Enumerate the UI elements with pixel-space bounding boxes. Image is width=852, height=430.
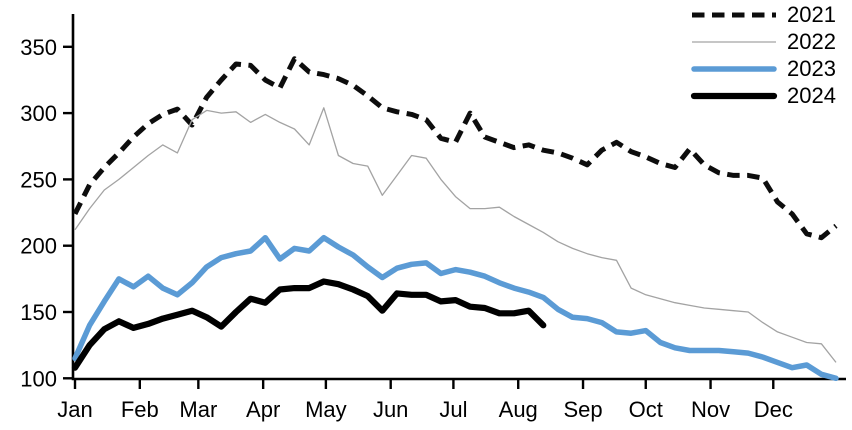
x-tick-label: Nov [691,397,730,422]
x-tick-label: Feb [121,397,159,422]
legend-label-2021: 2021 [787,1,836,27]
legend-line-dashed-icon [692,12,777,17]
series-line-2023 [72,234,839,382]
legend: 2021 2022 2023 2024 [690,1,836,109]
y-tick-label: 150 [20,300,57,325]
series-line-2021 [72,56,838,241]
y-tick-label: 350 [20,35,57,60]
x-tick-label: Oct [629,397,663,422]
x-tick-label: Aug [499,397,538,422]
y-tick-label: 300 [20,101,57,126]
x-tick-label: Jun [373,397,408,422]
x-tick-label: May [305,397,347,422]
y-tick-label: 250 [20,167,57,192]
x-tick-label: Dec [754,397,793,422]
y-tick-label: 100 [20,366,57,391]
legend-item-2024: 2024 [690,82,836,109]
legend-line-black-icon [690,92,778,99]
legend-item-2022: 2022 [690,28,836,55]
series-line-2024 [71,278,547,371]
legend-line-thin-icon [692,40,777,43]
legend-label-2024: 2024 [787,82,836,108]
x-tick-label: Sep [563,397,602,422]
x-tick-label: Jan [57,397,92,422]
x-tick-label: Mar [179,397,217,422]
legend-line-blue-icon [691,65,777,72]
legend-label-2023: 2023 [787,55,836,81]
x-tick-label: Jul [439,397,467,422]
legend-item-2021: 2021 [690,1,836,28]
x-tick-label: Apr [246,397,280,422]
series-line-2022 [74,107,837,363]
legend-item-2023: 2023 [690,55,836,82]
legend-label-2022: 2022 [787,28,836,54]
y-tick-label: 200 [20,234,57,259]
